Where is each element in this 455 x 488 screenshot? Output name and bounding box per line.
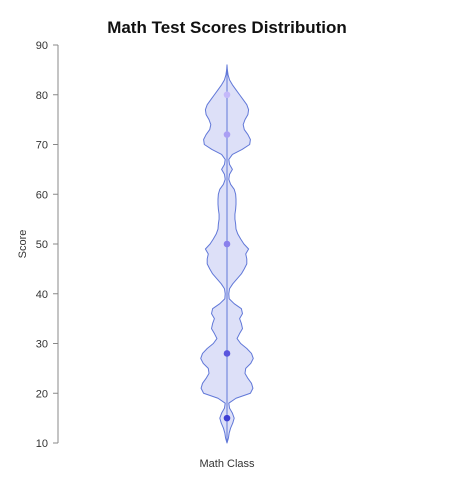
y-axis-label: Score	[17, 230, 29, 259]
y-tick-label-60: 60	[36, 189, 48, 201]
y-tick-label-30: 30	[36, 339, 48, 351]
y-tick-label-10: 10	[36, 438, 48, 450]
data-point-72	[223, 131, 231, 138]
data-point-15	[223, 414, 231, 422]
y-axis: 10 20 30 40 50 60 70 80 90	[36, 40, 59, 450]
points-layer	[223, 91, 231, 422]
y-tick-label-40: 40	[36, 289, 48, 301]
y-tick-label-70: 70	[36, 140, 48, 152]
y-tick-label-80: 80	[36, 90, 48, 102]
violin-layer	[200, 64, 254, 444]
chart-title: Math Test Scores Distribution	[107, 18, 347, 37]
y-tick-label-50: 50	[36, 239, 48, 251]
x-tick-label-0: Math Class	[199, 458, 255, 470]
y-tick-label-90: 90	[36, 40, 48, 52]
data-point-28	[223, 350, 231, 357]
data-point-50	[223, 240, 231, 248]
x-axis: Math Class	[199, 458, 255, 470]
data-point-80	[223, 91, 231, 99]
y-tick-label-20: 20	[36, 388, 48, 400]
